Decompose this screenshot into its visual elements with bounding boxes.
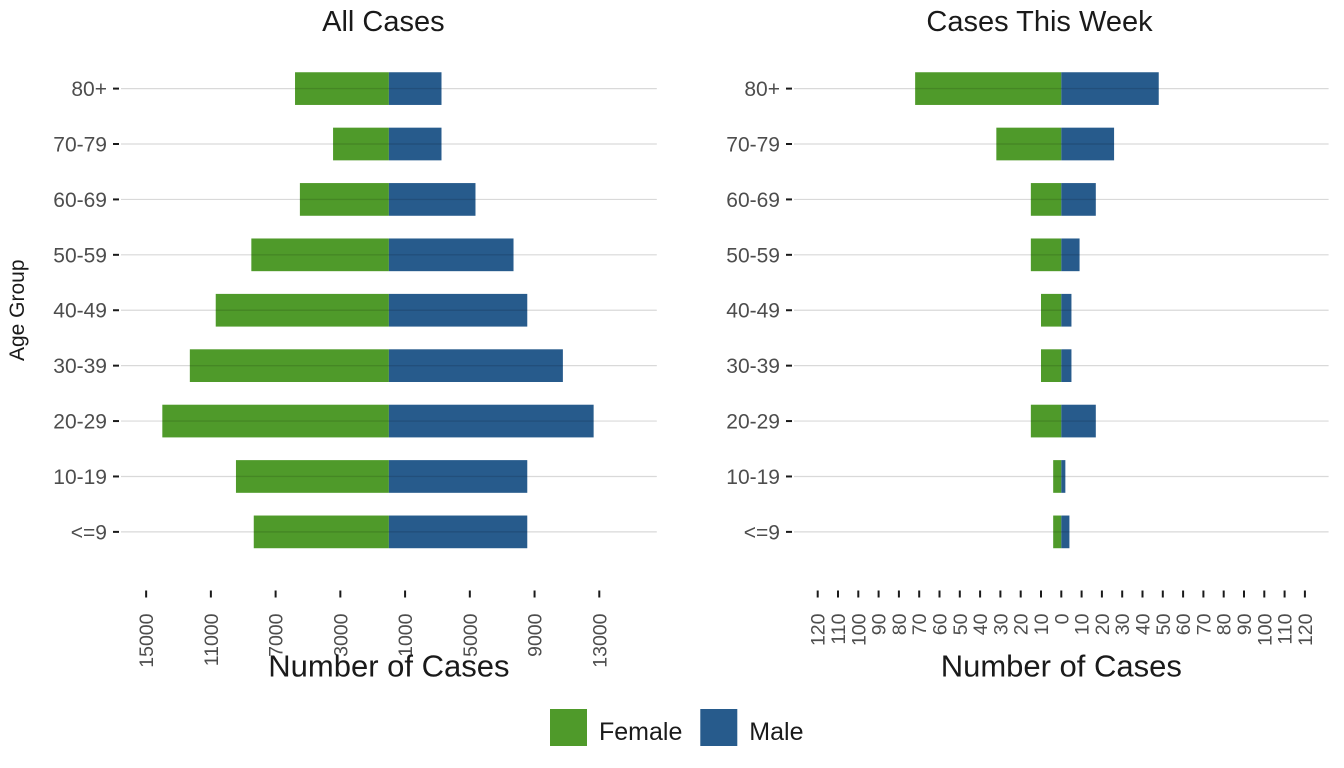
svg-text:110: 110 [828,613,850,644]
svg-text:20-29: 20-29 [53,411,107,434]
svg-text:40: 40 [970,613,992,635]
svg-text:13000: 13000 [589,613,611,667]
svg-text:Number of Cases: Number of Cases [268,649,509,684]
svg-text:70: 70 [909,613,931,635]
svg-text:80+: 80+ [744,78,780,101]
svg-text:Female: Female [599,718,682,746]
svg-text:10-19: 10-19 [53,466,107,489]
svg-text:70: 70 [1193,613,1215,635]
svg-text:All Cases: All Cases [322,6,445,38]
svg-text:50: 50 [1153,613,1175,635]
svg-text:30-39: 30-39 [53,355,107,378]
svg-text:60: 60 [1173,613,1195,635]
svg-text:Male: Male [749,718,803,746]
svg-text:80: 80 [889,613,911,635]
svg-text:60-69: 60-69 [53,189,107,212]
svg-text:80+: 80+ [71,78,107,101]
svg-text:120: 120 [1295,613,1317,646]
svg-text:Age Group: Age Group [6,259,29,361]
svg-text:50-59: 50-59 [53,244,107,267]
svg-text:<=9: <=9 [744,521,780,544]
svg-text:<=9: <=9 [71,521,107,544]
svg-text:90: 90 [1234,613,1256,635]
svg-text:10-19: 10-19 [726,466,780,489]
svg-text:120: 120 [808,613,830,646]
svg-text:Cases This Week: Cases This Week [926,6,1153,38]
svg-text:9000: 9000 [525,613,547,657]
svg-text:20-29: 20-29 [726,411,780,434]
svg-text:30: 30 [1112,613,1134,635]
svg-text:60-69: 60-69 [726,189,780,212]
svg-text:40-49: 40-49 [726,300,780,323]
svg-text:100: 100 [1254,613,1276,646]
svg-text:30: 30 [990,613,1012,635]
svg-text:40-49: 40-49 [53,300,107,323]
svg-text:30-39: 30-39 [726,355,780,378]
svg-text:80: 80 [1214,613,1236,635]
svg-text:15000: 15000 [136,613,158,667]
svg-text:0: 0 [1051,613,1073,624]
svg-text:40: 40 [1133,613,1155,635]
svg-text:Number of Cases: Number of Cases [941,649,1182,684]
svg-text:70-79: 70-79 [726,134,780,157]
svg-text:60: 60 [930,613,952,635]
svg-text:70-79: 70-79 [53,134,107,157]
svg-text:10: 10 [1072,613,1094,635]
svg-text:50: 50 [950,613,972,635]
svg-text:11000: 11000 [201,613,223,666]
svg-text:50-59: 50-59 [726,244,780,267]
svg-text:10: 10 [1031,613,1053,635]
svg-text:20: 20 [1011,613,1033,635]
svg-text:100: 100 [848,613,870,646]
svg-text:110: 110 [1275,613,1297,644]
svg-text:90: 90 [869,613,891,635]
svg-text:20: 20 [1092,613,1114,635]
